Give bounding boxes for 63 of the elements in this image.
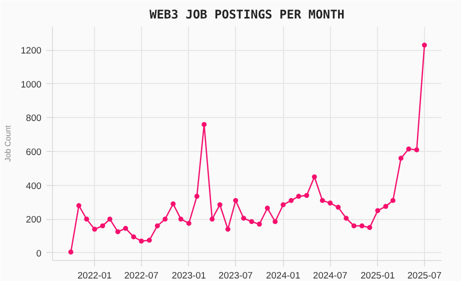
- point: [146, 238, 152, 243]
- point: [225, 226, 230, 232]
- y-axis-title: Job Count: [4, 124, 13, 162]
- chart-title: WEB3 JOB POSTINGS PER MONTH: [149, 8, 345, 22]
- point: [398, 156, 404, 161]
- point: [202, 122, 207, 127]
- point: [256, 222, 262, 227]
- y-tick-label: 400: [26, 180, 42, 191]
- point: [241, 216, 246, 221]
- x-tick-label: 2023-01: [172, 270, 206, 280]
- point: [76, 203, 82, 208]
- point: [84, 216, 90, 222]
- point: [422, 42, 427, 48]
- point: [194, 194, 200, 199]
- point: [328, 200, 333, 206]
- point: [100, 223, 106, 228]
- point: [186, 220, 192, 226]
- x-tick-label: 2024-07: [313, 270, 348, 280]
- point: [288, 198, 294, 204]
- point: [296, 194, 302, 199]
- y-tick-label: 800: [26, 113, 42, 124]
- point: [406, 146, 412, 152]
- point: [414, 147, 420, 152]
- point: [217, 202, 222, 208]
- x-tick-label: 2022-07: [124, 270, 158, 280]
- point: [320, 198, 325, 204]
- point: [351, 223, 356, 228]
- y-tick-label: 200: [26, 214, 42, 225]
- point: [312, 174, 317, 180]
- x-tick-label: 2025-01: [360, 270, 395, 280]
- point: [383, 204, 388, 209]
- point: [107, 216, 112, 222]
- point: [131, 234, 136, 240]
- point: [154, 223, 160, 228]
- point: [304, 192, 310, 198]
- y-tick-label: 1000: [20, 79, 42, 90]
- point: [336, 204, 341, 210]
- y-tick-label: 600: [26, 147, 42, 158]
- x-tick-label: 2025-07: [407, 270, 442, 280]
- point: [280, 202, 286, 208]
- point: [92, 226, 98, 232]
- point: [359, 223, 364, 228]
- point: [375, 208, 380, 214]
- point: [68, 250, 74, 255]
- point: [390, 198, 396, 204]
- y-tick-label: 1200: [20, 46, 42, 56]
- point: [249, 219, 254, 224]
- point: [272, 219, 278, 224]
- point: [264, 206, 270, 211]
- x-tick-label: 2023-07: [218, 270, 253, 280]
- point: [367, 225, 372, 230]
- point: [138, 238, 144, 244]
- point: [115, 229, 120, 234]
- x-tick-label: 2022-01: [77, 270, 112, 280]
- point: [233, 198, 238, 204]
- y-tick-label: 0: [36, 248, 42, 258]
- x-tick-label: 2024-01: [266, 270, 300, 280]
- point: [170, 201, 176, 206]
- point: [210, 216, 215, 222]
- point: [162, 216, 168, 222]
- point: [344, 216, 349, 221]
- point: [178, 216, 184, 222]
- point: [123, 226, 128, 231]
